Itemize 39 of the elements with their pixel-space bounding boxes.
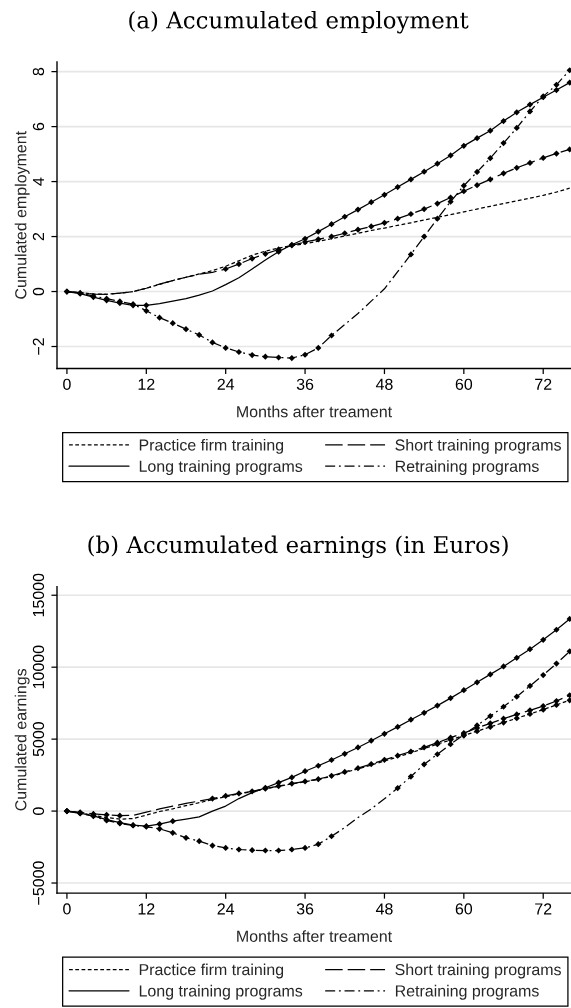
x-axis-title: Months after treament [237,405,393,418]
legend-label: Practice firm training [139,963,284,979]
y-tick-label: 15000 [32,573,45,617]
x-tick-label: 60 [455,903,473,915]
y-tick-label: 10000 [32,645,45,689]
legend-label: Long training programs [139,984,303,1000]
y-tick-label: 0 [32,287,45,296]
x-tick-label: 36 [296,903,314,915]
chart-title: (b) Accumulated earnings (in Euros) [88,535,508,559]
x-tick-label: 12 [138,903,155,915]
legend-label: Short training programs [395,438,561,454]
x-tick-label: 72 [535,378,552,390]
legend-label: Long training programs [139,460,303,476]
x-tick-label: 72 [535,903,552,915]
x-tick-label: 12 [138,378,155,390]
x-axis-title: Months after treament [237,930,393,942]
y-tick-label: −2 [32,338,44,355]
x-tick-label: 36 [296,378,314,390]
y-tick-label: 8 [32,67,45,76]
legend-label: Practice firm training [139,438,284,454]
x-tick-label: 48 [375,378,393,390]
x-tick-label: 0 [63,903,71,915]
y-tick-label: 0 [32,807,45,815]
chart-title: (a) Accumulated employment [129,10,469,34]
x-tick-label: 48 [375,903,393,915]
legend-label: Retraining programs [395,984,539,1000]
y-tick-label: 5000 [32,721,45,757]
y-tick-label: 2 [32,232,44,241]
x-tick-label: 24 [217,903,235,915]
y-tick-label: 6 [32,122,45,131]
y-axis-title: Cumulated earnings [14,668,30,811]
x-tick-label: 60 [455,378,473,390]
y-axis-title: Cumulated employment [14,131,30,299]
legend-label: Short training programs [395,963,561,979]
y-tick-label: −5000 [32,861,45,905]
x-tick-label: 0 [63,378,71,390]
legend-label: Retraining programs [395,460,539,476]
x-tick-label: 24 [217,378,235,390]
y-tick-label: 4 [32,177,44,186]
